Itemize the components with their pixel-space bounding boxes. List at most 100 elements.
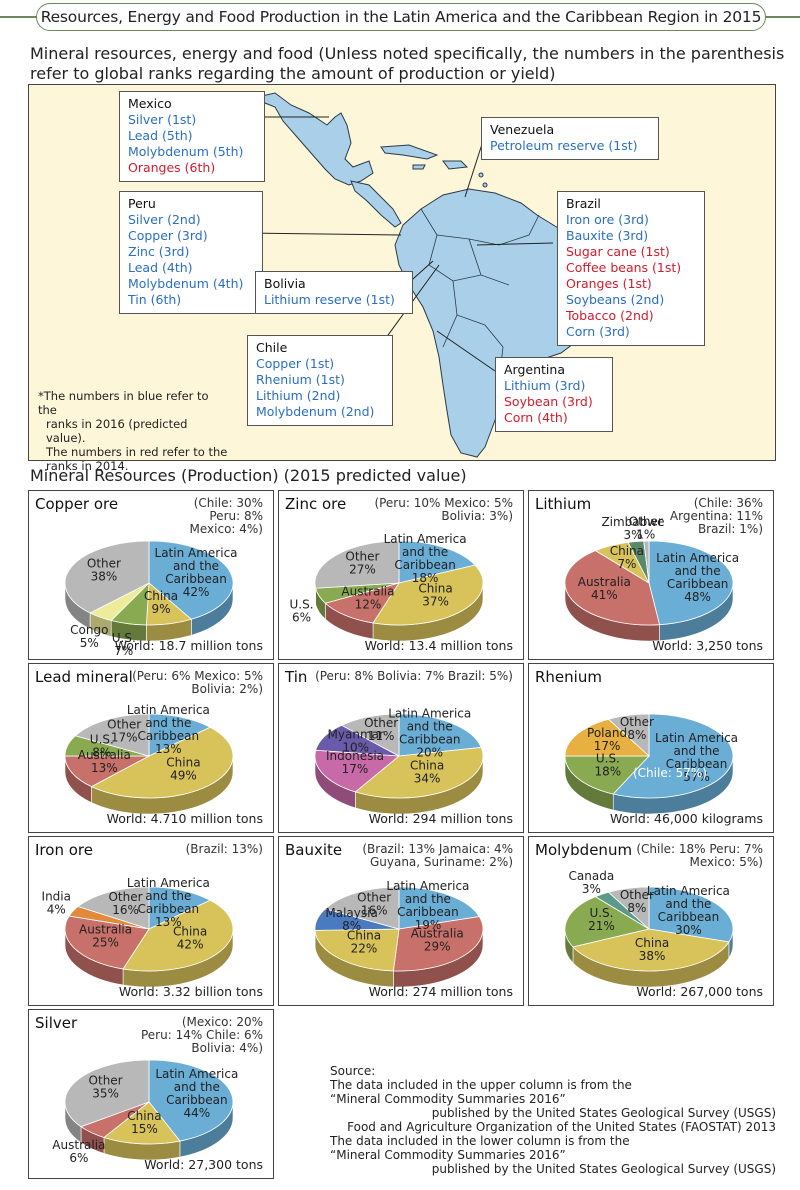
country-name-bolivia: Bolivia [264, 276, 306, 291]
chart-panel-rhenium: Latin America and the Caribbean 57% U.S. 18% P… [528, 663, 774, 833]
pie-slice-latin-america-and-the-caribbean [612, 713, 734, 799]
map-jamaica [412, 164, 426, 170]
chart-panel-copper-ore: Latin America and the Caribbean 42% China 9% U… [28, 490, 274, 660]
pie-slice-other [74, 713, 150, 757]
slice-label: Australia 29% [411, 927, 464, 954]
resource-rank: Silver (1st) [128, 112, 197, 127]
callout-brazil: Brazil Iron ore (3rd) Bauxite (3rd) Sugar … [557, 191, 705, 346]
map-panel: Mexico Silver (1st) Lead (5th) Molybdenum … [28, 84, 776, 461]
slice-label: Other 38% [87, 556, 121, 583]
world-total: World: 294 million tons [368, 811, 513, 826]
resource-rank: Zinc (3rd) [128, 244, 190, 259]
pie-chart: Latin America and the Caribbean 13%China 49%… [64, 703, 234, 815]
chart-title: Copper ore [35, 495, 119, 513]
callout-venezuela: Venezuela Petroleum reserve (1st) [481, 117, 659, 160]
chart-panel-silver: Latin America and the Caribbean 44% China 15%… [28, 1009, 274, 1179]
resource-rank: Copper (1st) [256, 356, 335, 371]
pie-slice-other [314, 540, 400, 589]
pie-chart: Latin America and the Caribbean 19%Australi… [314, 879, 484, 988]
slice-label: China 22% [347, 928, 381, 955]
slice-label: China 37% [418, 582, 452, 609]
map-footnote-line: The numbers in red refer to the [46, 445, 228, 459]
country-name-brazil: Brazil [566, 196, 601, 211]
map-subtitle: Mineral resources, energy and food (Unle… [30, 44, 785, 83]
pie-slice-china [90, 726, 234, 799]
resource-rank: Lead (4th) [128, 260, 193, 275]
leader-argentina [436, 330, 496, 372]
slice-label: U.S. 8% [90, 732, 114, 759]
chart-panel-lithium: Latin America and the Caribbean 48% Australi… [528, 490, 774, 660]
resource-rank: Lithium (2nd) [256, 388, 341, 403]
pie-slice-latin-america-and-the-caribbean [398, 713, 482, 757]
resource-rank: Lithium (3rd) [504, 378, 586, 393]
slice-label: Other 16% [108, 890, 142, 917]
resource-rank: Iron ore (3rd) [566, 212, 649, 227]
pie-slice-china [314, 928, 400, 972]
pie-slice-latin-america-and-the-caribbean [648, 886, 734, 943]
pie-slice-china [372, 564, 484, 626]
map-hispaniola [442, 160, 469, 170]
resource-rank: Soybeans (2nd) [566, 292, 665, 307]
chart-panel-tin: Latin America and the Caribbean 20% China 34%… [278, 663, 524, 833]
slice-label: Latin America and the Caribbean 42% [155, 546, 238, 599]
slice-label: Zimbabwe 3% [601, 515, 664, 542]
slice-label: China 49% [166, 756, 200, 783]
pie-slice-latin-america-and-the-caribbean [148, 713, 212, 757]
chart-country-breakdown: (Peru: 8% Bolivia: 7% Brazil: 5%) [315, 669, 513, 683]
pie-slice-china [572, 928, 730, 972]
slice-label: U.S. 21% [588, 906, 615, 933]
country-name-chile: Chile [256, 340, 288, 355]
pie-slice-latin-america-and-the-caribbean [148, 886, 212, 930]
resource-rank: Soybean (3rd) [504, 394, 593, 409]
slice-label: Myanmar 10% [328, 727, 384, 754]
resource-rank: Lithium reserve (1st) [264, 292, 395, 307]
pie-chart: Latin America and the Caribbean 18%China 37%… [290, 532, 484, 642]
resource-rank: Rhenium (1st) [256, 372, 345, 387]
source-line: Source: [330, 1064, 376, 1078]
pie-chart: Latin America and the Caribbean 20%China 34%… [314, 707, 484, 815]
slice-label: Other 8% [620, 715, 654, 742]
resource-rank: Copper (3rd) [128, 228, 208, 243]
pie-slice-latin-america-and-the-caribbean [148, 540, 234, 620]
resource-rank: Petroleum reserve (1st) [490, 138, 638, 153]
world-total: World: 3,250 tons [652, 638, 763, 653]
country-name-peru: Peru [128, 196, 156, 211]
map-footnote-line: ranks in 2016 (predicted value). [46, 417, 188, 445]
leader-brazil [476, 242, 554, 246]
pie-slice-other [64, 540, 150, 614]
slice-label: Poland 17% [587, 726, 627, 753]
map-footnote-line: *The numbers in blue refer to the [38, 389, 209, 417]
chart-title: Bauxite [285, 841, 343, 859]
pie-slice-other [64, 1059, 150, 1128]
chart-country-breakdown: (Chile: 30% Peru: 8% Mexico: 4%) [189, 496, 263, 536]
map-footnote: *The numbers in blue refer to the ranks … [38, 389, 228, 473]
pie-slice-latin-america-and-the-caribbean [398, 540, 476, 584]
resource-rank: Oranges (6th) [128, 160, 216, 175]
slice-label: China 42% [173, 925, 207, 952]
pie-slice-china [103, 1101, 181, 1145]
pie-slice-china [122, 899, 234, 972]
slice-label: Malaysia 8% [325, 906, 377, 933]
source-line: The data included in the upper column is… [330, 1078, 632, 1092]
resource-rank: Lead (5th) [128, 128, 193, 143]
source-line: “Mineral Commodity Summaries 2016” [330, 1092, 566, 1106]
chart-title: Tin [285, 668, 308, 686]
map-central-america [350, 180, 402, 228]
map-cuba [380, 144, 439, 160]
pie-slice-latin-america-and-the-caribbean [148, 1059, 234, 1142]
slice-label: China 38% [635, 936, 669, 963]
map-borders [420, 208, 540, 382]
world-total: World: 46,000 kilograms [610, 811, 763, 826]
slice-label: Other 11% [364, 716, 398, 743]
resource-rank: Corn (4th) [504, 410, 568, 425]
section-title: Mineral Resources (Production) (2015 pre… [30, 466, 467, 485]
world-total: World: 3.32 billion tons [118, 984, 263, 999]
slice-label: India 4% [42, 890, 71, 917]
chart-country-breakdown: (Mexico: 20% Peru: 14% Chile: 6% Bolivia: … [140, 1015, 263, 1055]
pie-slice-other [340, 713, 400, 757]
pie-slice-other [607, 886, 650, 930]
leader-venezuela [464, 140, 484, 198]
chart-title: Silver [35, 1014, 78, 1032]
slice-label: Latin America and the Caribbean 20% [388, 707, 471, 760]
pie-slice-australia [64, 755, 150, 788]
